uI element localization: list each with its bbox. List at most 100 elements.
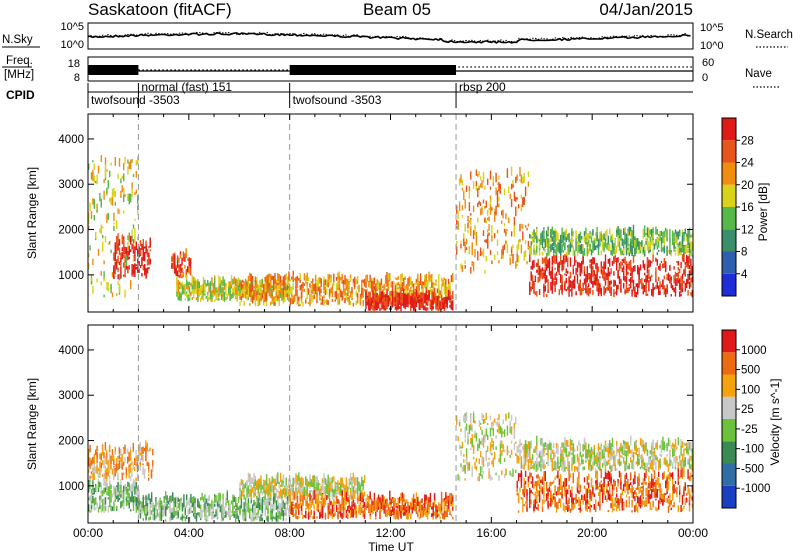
velocity-cell: [419, 517, 420, 519]
power-cell: [675, 234, 676, 243]
power-cell: [470, 219, 471, 225]
velocity-cell: [262, 518, 263, 521]
velocity-cell: [106, 457, 107, 464]
power-cell: [232, 289, 233, 291]
velocity-cell: [228, 507, 229, 510]
velocity-cell: [309, 486, 310, 489]
power-cell: [486, 239, 487, 243]
velocity-cell: [92, 457, 93, 464]
power-cell: [589, 264, 590, 268]
power-cell: [445, 281, 446, 284]
velocity-cell: [316, 494, 317, 497]
velocity-cell: [474, 434, 475, 438]
power-cell: [419, 281, 420, 290]
velocity-cell: [332, 480, 333, 483]
velocity-cell: [321, 514, 322, 518]
power-cell: [120, 191, 121, 198]
power-cell: [179, 282, 180, 286]
power-cell: [564, 243, 565, 246]
velocity-cell: [164, 509, 165, 516]
velocity-cell: [144, 506, 145, 515]
velocity-cell: [263, 480, 264, 482]
power-cell: [113, 188, 114, 197]
power-cell: [259, 295, 260, 298]
power-cell: [584, 236, 585, 243]
power-cell: [673, 278, 674, 281]
power-cell: [465, 224, 466, 232]
power-cell: [521, 175, 522, 184]
velocity-cell: [472, 472, 473, 477]
power-cell: [433, 285, 434, 290]
power-cell: [460, 244, 461, 249]
power-cell: [252, 278, 253, 282]
velocity-cell: [158, 501, 159, 511]
velocity-cell: [173, 515, 174, 518]
power-cell: [353, 283, 354, 287]
velocity-cell: [117, 495, 118, 502]
power-cell: [286, 273, 287, 280]
velocity-cell: [203, 506, 204, 513]
power-cell: [124, 194, 125, 197]
power-cell: [444, 282, 445, 291]
velocity-cell: [434, 511, 435, 516]
power-cell: [363, 288, 364, 297]
velocity-cell: [130, 457, 131, 460]
power-cell: [651, 234, 652, 236]
velocity-cell: [342, 480, 343, 488]
power-cell: [637, 265, 638, 274]
velocity-cell: [148, 469, 149, 473]
power-cell: [179, 286, 180, 289]
power-cell: [385, 285, 386, 290]
velocity-cell: [227, 512, 228, 516]
power-cell: [106, 214, 107, 223]
velocity-cell: [110, 490, 111, 495]
power-cell: [301, 292, 302, 298]
velocity-cell: [270, 502, 271, 511]
power-cell: [108, 282, 109, 286]
power-cell: [184, 265, 185, 269]
power-cell: [101, 205, 102, 208]
power-cell: [543, 287, 544, 294]
power-cell: [479, 171, 480, 175]
power-cell: [385, 302, 386, 309]
velocity-cell: [236, 503, 237, 506]
power-cell: [560, 256, 561, 265]
power-cell: [624, 232, 625, 242]
power-cell: [573, 246, 574, 255]
power-cell: [190, 267, 191, 276]
power-cell: [465, 242, 466, 244]
velocity-cell: [263, 499, 264, 502]
velocity-cell: [483, 435, 484, 442]
power-cell: [507, 229, 508, 231]
power-cell: [396, 278, 397, 280]
power-cell: [365, 275, 366, 282]
velocity-cell: [481, 466, 482, 472]
power-cell: [592, 241, 593, 249]
power-cell: [203, 277, 204, 285]
power-cell: [277, 296, 278, 298]
velocity-cell: [370, 491, 371, 499]
power-cell: [180, 283, 181, 286]
power-cell: [459, 201, 460, 203]
velocity-cell: [279, 511, 280, 519]
power-cell: [550, 229, 551, 238]
velocity-cell: [262, 492, 263, 496]
velocity-cell: [152, 514, 153, 520]
power-cell: [567, 234, 568, 240]
power-cell: [126, 247, 127, 255]
power-cell: [467, 217, 468, 219]
power-cell: [417, 297, 418, 303]
power-cell: [556, 252, 557, 255]
power-cell: [535, 291, 536, 295]
power-cell: [683, 245, 684, 255]
power-cell: [603, 276, 604, 281]
power-cell: [602, 244, 603, 251]
velocity-cell: [196, 513, 197, 518]
power-cell: [427, 284, 428, 293]
velocity-cell: [433, 516, 434, 520]
power-cell: [189, 257, 190, 266]
power-cell: [536, 263, 537, 267]
velocity-cell: [403, 494, 404, 502]
power-cell: [141, 258, 142, 266]
power-cell: [676, 237, 677, 246]
